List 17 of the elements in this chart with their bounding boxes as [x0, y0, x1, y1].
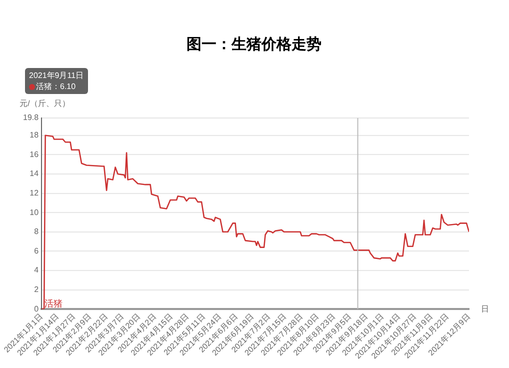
x-axis-title: 日: [481, 304, 489, 314]
text: 2021年9月11日: [29, 71, 84, 80]
y-tick-label: 19.8: [22, 113, 40, 122]
y-tick-label: 12: [30, 188, 40, 198]
y-tick-label: 8: [34, 227, 40, 236]
chart-title: 图一：生猪价格走势: [186, 36, 322, 53]
y-axis-title: 元/（斤、只）: [20, 99, 70, 108]
y-tick-label: 2: [34, 284, 40, 294]
y-tick-label: 14: [30, 169, 40, 178]
series-label: 活猪: [44, 298, 63, 309]
y-tick-label: 18: [30, 130, 40, 140]
y-tick-label: 4: [34, 266, 40, 275]
y-tick-label: 16: [30, 150, 40, 159]
y-tick-label: 6: [34, 246, 40, 256]
y-tick-label: 10: [30, 208, 40, 217]
y-tick-label: 0: [34, 304, 40, 314]
text: 活猪：6.10: [36, 82, 76, 91]
